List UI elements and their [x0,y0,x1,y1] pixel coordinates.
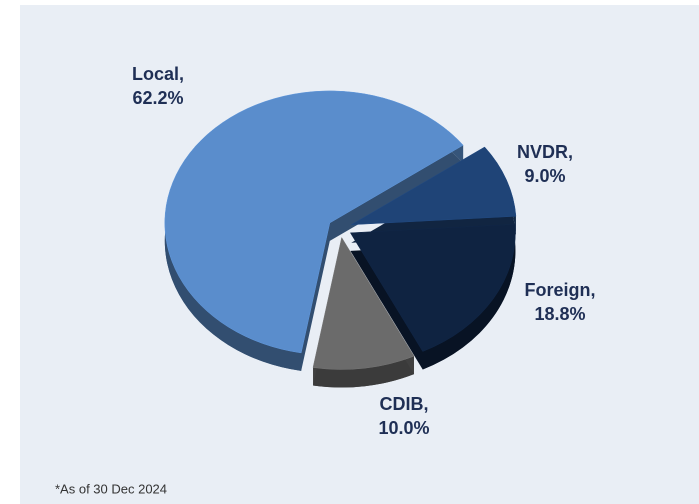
slice-value-label: 9.0% [524,166,565,186]
slice-value-label: 10.0% [378,418,429,438]
footnote: *As of 30 Dec 2024 [55,481,167,496]
slice-label: Local, [132,64,184,84]
slice-value-label: 62.2% [132,88,183,108]
slice-label: CDIB, [380,394,429,414]
slice-label: Foreign, [525,280,596,300]
slice [351,146,517,225]
slice [349,224,516,352]
slice [312,236,415,370]
slice [164,90,464,354]
slice-value-label: 18.8% [534,304,585,324]
slice-label: NVDR, [517,142,573,162]
